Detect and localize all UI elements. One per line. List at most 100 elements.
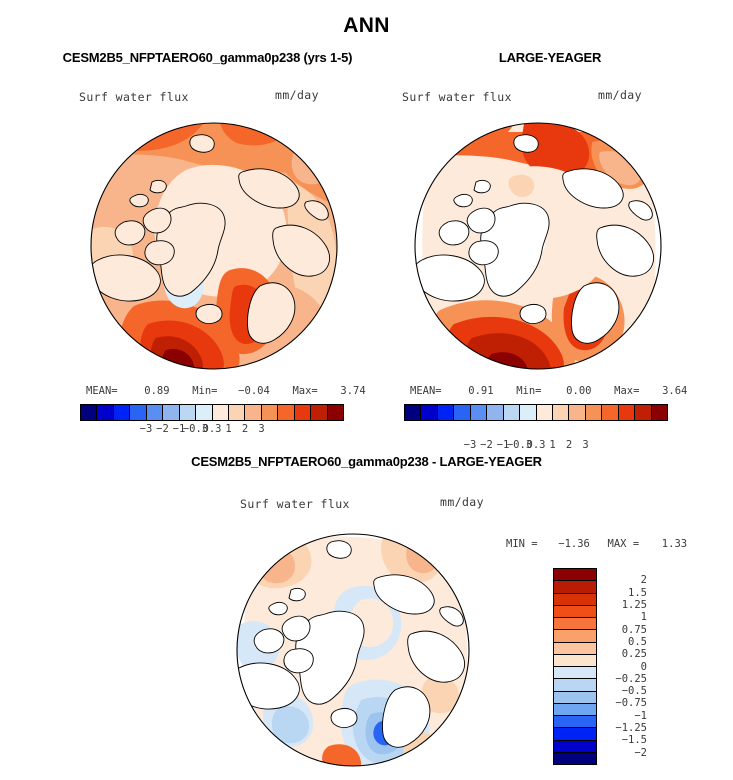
colorbar-v-tick-1: 1.5 xyxy=(628,586,647,599)
colorbar-tick-3: −0.3 xyxy=(182,423,209,435)
colorbar-swatch-1 xyxy=(97,405,114,420)
colorbar-v-tick-8: −0.25 xyxy=(615,672,647,685)
colorbar-v-swatch-12 xyxy=(554,716,596,729)
colorbar-tick-0: −3 xyxy=(139,423,153,435)
colorbar-swatch-4 xyxy=(470,405,488,420)
colorbar-swatch-12 xyxy=(278,405,295,420)
colorbar-tick-5: 1 xyxy=(549,439,556,451)
colorbar-tick-5: 1 xyxy=(225,423,232,435)
mean-value-obs: 0.91 xyxy=(468,385,494,397)
colorbar-v-swatch-11 xyxy=(554,703,596,716)
colorbar-v-tick-9: −0.5 xyxy=(621,685,647,698)
colorbar-swatch-8 xyxy=(212,405,229,420)
colorbar-swatch-10 xyxy=(569,405,586,420)
colorbar-tick-2: −1 xyxy=(496,439,510,451)
colorbar-v-swatch-10 xyxy=(554,691,596,704)
colorbar-v-swatch-8 xyxy=(554,667,596,680)
panel-title-diff: CESM2B5_NFPTAERO60_gamma0p238 - LARGE-YE… xyxy=(191,454,542,469)
colorbar-v-tick-12: −1.25 xyxy=(615,722,647,735)
colorbar-tick-3: −0.3 xyxy=(506,439,533,451)
colorbar-v-tick-14: −2 xyxy=(634,746,647,759)
colorbar-swatch-5 xyxy=(163,405,180,420)
field-label-model: Surf water flux xyxy=(79,90,189,104)
colorbar-swatch-8 xyxy=(536,405,553,420)
colorbar-swatch-9 xyxy=(228,405,246,420)
colorbar-swatch-13 xyxy=(294,405,312,420)
colorbar-horizontal-obs xyxy=(404,404,668,421)
field-label-obs: Surf water flux xyxy=(402,90,512,104)
colorbar-swatch-0 xyxy=(81,405,98,420)
colorbar-tick-6: 2 xyxy=(565,439,573,451)
colorbar-swatch-13 xyxy=(618,405,636,420)
colorbar-tick-7: 3 xyxy=(582,439,589,451)
colorbar-swatch-6 xyxy=(179,405,197,420)
colorbar-vertical-diff xyxy=(553,568,597,765)
stats-obs: MEAN= 0.91 Min= 0.00 Max= 3.64 xyxy=(410,385,687,397)
min-label-obs: Min= xyxy=(516,385,542,397)
colorbar-v-tick-2: 1.25 xyxy=(621,598,647,611)
max-label-diff: MAX = xyxy=(607,538,640,550)
colorbar-v-tick-7: 0 xyxy=(640,660,647,673)
field-label-diff: Surf water flux xyxy=(240,497,350,511)
colorbar-swatch-15 xyxy=(327,405,343,420)
colorbar-v-swatch-5 xyxy=(554,630,596,643)
colorbar-tick-4: 0.3 xyxy=(526,439,546,451)
map-obs xyxy=(414,110,662,382)
colorbar-v-swatch-13 xyxy=(554,728,596,741)
colorbar-tick-1: −2 xyxy=(156,423,169,435)
units-label-model: mm/day xyxy=(275,88,319,102)
min-value-model: −0.04 xyxy=(238,385,270,397)
units-label-obs: mm/day xyxy=(598,88,642,102)
colorbar-tick-7: 3 xyxy=(258,423,265,435)
colorbar-v-swatch-7 xyxy=(554,654,596,667)
map-model xyxy=(90,110,338,382)
colorbar-v-swatch-9 xyxy=(554,679,596,692)
colorbar-v-tick-6: 0.25 xyxy=(621,648,647,661)
colorbar-v-tick-5: 0.5 xyxy=(628,635,647,648)
colorbar-swatch-11 xyxy=(261,405,279,420)
min-label-model: Min= xyxy=(192,385,218,397)
colorbar-v-tick-0: 2 xyxy=(640,574,647,587)
units-label-diff: mm/day xyxy=(440,495,484,509)
colorbar-v-swatch-2 xyxy=(554,593,596,606)
colorbar-tick-0: −3 xyxy=(463,439,477,451)
colorbar-tick-6: 2 xyxy=(241,423,249,435)
colorbar-swatch-3 xyxy=(454,405,471,420)
colorbar-swatch-5 xyxy=(487,405,504,420)
colorbar-swatch-0 xyxy=(405,405,422,420)
max-value-diff: 1.33 xyxy=(661,538,688,550)
colorbar-v-swatch-4 xyxy=(554,618,596,631)
min-label-diff: MIN = xyxy=(506,538,538,550)
stats-diff: MIN = −1.36 MAX = 1.33 xyxy=(506,538,687,550)
colorbar-horizontal-model xyxy=(80,404,344,421)
colorbar-swatch-14 xyxy=(635,405,652,420)
max-label-model: Max= xyxy=(292,385,318,397)
mean-label-obs: MEAN= xyxy=(410,385,442,397)
stats-model: MEAN= 0.89 Min= −0.04 Max= 3.74 xyxy=(86,385,366,397)
colorbar-v-tick-4: 0.75 xyxy=(621,623,647,636)
colorbar-v-tick-3: 1 xyxy=(640,611,647,624)
colorbar-v-swatch-6 xyxy=(554,642,596,655)
main-title: ANN xyxy=(343,14,390,37)
colorbar-swatch-2 xyxy=(437,405,455,420)
colorbar-ticks-obs: −3 −2 −1 −0.3 0.3 1 2 3 xyxy=(404,439,668,455)
colorbar-ticks-model: −3 −2 −1 −0.3 0.3 1 2 3 xyxy=(80,423,344,439)
colorbar-v-swatch-15 xyxy=(554,752,596,764)
colorbar-v-swatch-1 xyxy=(554,581,596,594)
colorbar-swatch-12 xyxy=(602,405,619,420)
min-value-diff: −1.36 xyxy=(558,538,590,550)
colorbar-v-swatch-3 xyxy=(554,605,596,618)
colorbar-swatch-4 xyxy=(146,405,164,420)
colorbar-swatch-2 xyxy=(113,405,131,420)
min-value-obs: 0.00 xyxy=(566,385,592,397)
mean-value-model: 0.89 xyxy=(144,385,170,397)
colorbar-v-tick-13: −1.5 xyxy=(621,734,647,747)
colorbar-tick-1: −2 xyxy=(480,439,493,451)
colorbar-v-tick-11: −1 xyxy=(634,709,647,722)
colorbar-swatch-7 xyxy=(520,405,537,420)
colorbar-tick-2: −1 xyxy=(172,423,186,435)
max-value-model: 3.74 xyxy=(340,385,366,397)
colorbar-swatch-9 xyxy=(552,405,570,420)
max-value-obs: 3.64 xyxy=(662,385,688,397)
colorbar-swatch-15 xyxy=(651,405,667,420)
